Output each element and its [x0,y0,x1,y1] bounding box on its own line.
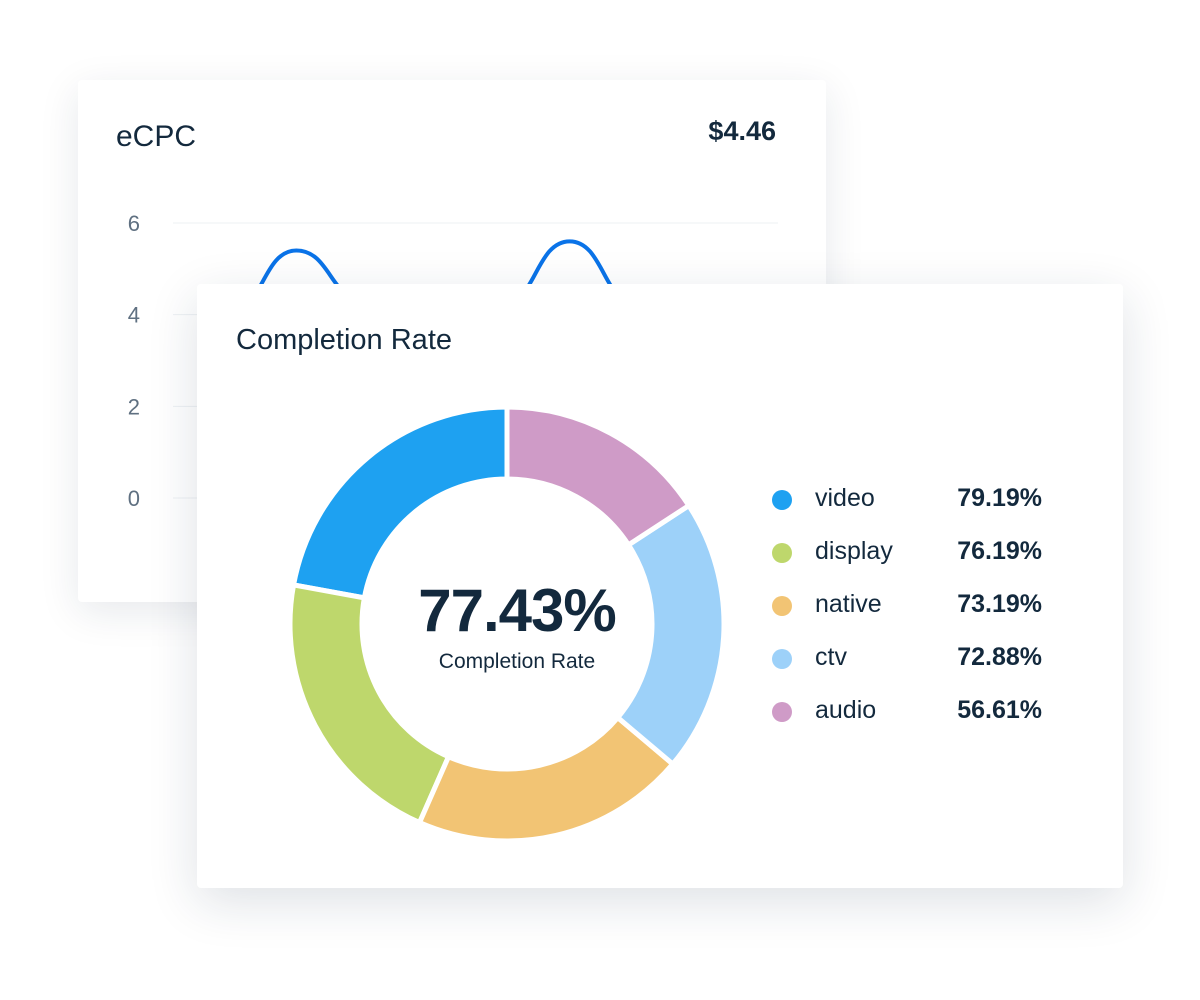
legend-value: 72.88% [957,643,1042,671]
legend-value: 76.19% [957,537,1042,565]
completion-donut-chart [287,404,727,844]
legend-value: 79.19% [957,484,1042,512]
legend-item: video 79.19% [772,484,1042,537]
donut-center-label: Completion Rate [438,650,596,673]
legend-item: display 76.19% [772,537,1042,590]
completion-title: Completion Rate [236,324,452,356]
legend-label: ctv [815,643,847,671]
legend-dot [772,649,792,669]
legend-dot [772,543,792,563]
ecpc-value: $4.46 [708,116,776,146]
legend-dot [772,490,792,510]
donut-slice-video [290,404,510,601]
legend-item: audio 56.61% [772,696,1042,749]
legend-item: ctv 72.88% [772,643,1042,696]
y-tick-label: 6 [128,211,140,236]
completion-rate-card: Completion Rate 77.43% Completion Rate v… [197,284,1123,888]
donut-slice-audio [504,404,693,549]
legend: video 79.19% display 76.19% native 73.19% c… [772,484,1042,749]
y-tick-label: 2 [128,394,140,419]
ecpc-title: eCPC [116,120,197,153]
legend-label: native [815,590,882,618]
legend-value: 73.19% [957,590,1042,618]
legend-value: 56.61% [957,696,1042,724]
legend-label: audio [815,696,877,724]
legend-dot [772,702,792,722]
y-tick-label: 4 [128,303,140,328]
donut-center-value: 77.43% [418,577,617,644]
y-tick-label: 0 [128,486,140,511]
legend-dot [772,596,792,616]
legend-item: native 73.19% [772,590,1042,643]
legend-label: display [815,537,893,565]
donut-slice-native [416,714,677,844]
legend-label: video [815,484,875,512]
